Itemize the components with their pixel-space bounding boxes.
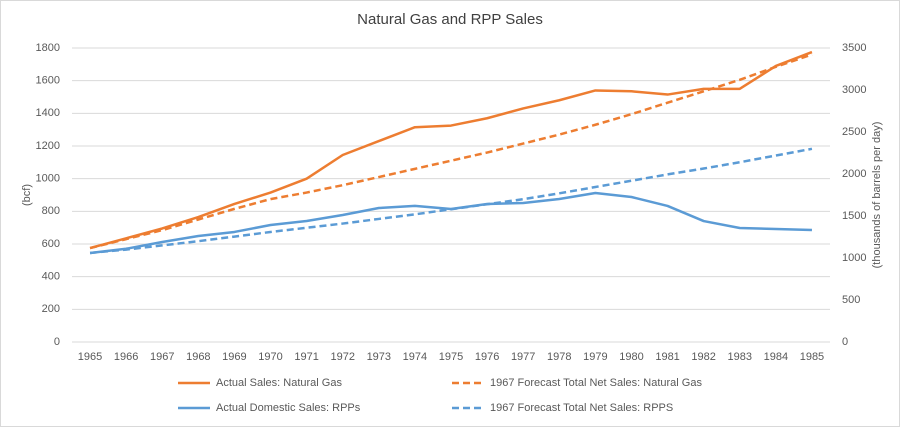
x-tick-label: 1967 [150, 351, 174, 363]
x-tick-label: 1976 [475, 351, 499, 363]
y-tick-label: 1000 [36, 173, 60, 185]
x-tick-label: 1969 [222, 351, 246, 363]
x-tick-label: 1966 [114, 351, 138, 363]
y2-tick-label: 1500 [842, 210, 866, 222]
y2-tick-label: 2000 [842, 168, 866, 180]
y2-tick-label: 2500 [842, 126, 866, 138]
y-tick-label: 400 [42, 271, 60, 283]
y-tick-label: 800 [42, 205, 60, 217]
x-tick-label: 1972 [330, 351, 354, 363]
chart-title: Natural Gas and RPP Sales [357, 11, 543, 28]
x-tick-label: 1973 [367, 351, 391, 363]
y-tick-label: 200 [42, 303, 60, 315]
x-tick-label: 1971 [294, 351, 318, 363]
x-tick-label: 1980 [619, 351, 643, 363]
legend-label: Actual Sales: Natural Gas [216, 377, 342, 389]
series-line [89, 50, 813, 250]
y2-tick-label: 0 [842, 336, 848, 348]
x-tick-label: 1968 [186, 351, 210, 363]
legend-label: 1967 Forecast Total Net Sales: RPPS [490, 402, 673, 414]
y-tick-label: 1400 [36, 107, 60, 119]
y-tick-label: 1600 [36, 75, 60, 87]
x-tick-label: 1985 [800, 351, 824, 363]
y2-tick-label: 500 [842, 294, 860, 306]
x-tick-label: 1983 [728, 351, 752, 363]
x-tick-label: 1979 [583, 351, 607, 363]
legend-label: Actual Domestic Sales: RPPs [216, 402, 361, 414]
y-tick-label: 1800 [36, 42, 60, 54]
x-tick-label: 1981 [655, 351, 679, 363]
x-tick-label: 1984 [764, 351, 788, 363]
x-tick-label: 1978 [547, 351, 571, 363]
y-tick-label: 0 [54, 336, 60, 348]
legend-label: 1967 Forecast Total Net Sales: Natural G… [490, 377, 702, 389]
x-tick-label: 1974 [403, 351, 427, 363]
y-tick-label: 1200 [36, 140, 60, 152]
y2-axis-label: (thousands of barrels per day) [871, 122, 883, 269]
x-tick-label: 1977 [511, 351, 535, 363]
y2-tick-label: 3500 [842, 42, 866, 54]
x-tick-label: 1970 [258, 351, 282, 363]
x-tick-label: 1975 [439, 351, 463, 363]
series-line [89, 147, 813, 255]
x-tick-label: 1965 [78, 351, 102, 363]
y2-tick-label: 1000 [842, 252, 866, 264]
x-tick-label: 1982 [691, 351, 715, 363]
y-axis-label: (bcf) [21, 184, 33, 206]
y-tick-label: 600 [42, 238, 60, 250]
series-line [89, 53, 813, 250]
y2-tick-label: 3000 [842, 84, 866, 96]
